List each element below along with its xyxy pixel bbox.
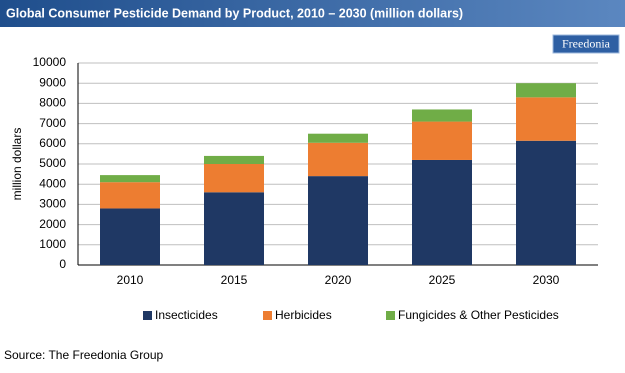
- y-tick-label: 7000: [39, 116, 66, 130]
- bar-segment: [412, 159, 472, 265]
- source: Source: The Freedonia Group: [4, 348, 164, 362]
- bar-segment: [204, 155, 264, 164]
- legend-swatch: [263, 311, 272, 320]
- y-tick-label: 5000: [39, 156, 66, 170]
- y-tick-label: 8000: [39, 96, 66, 110]
- x-tick-label: 2020: [325, 273, 352, 287]
- bar-segment: [100, 208, 160, 265]
- bar-segment: [204, 192, 264, 265]
- y-tick-label: 10000: [33, 55, 67, 69]
- legend-label: Herbicides: [275, 308, 332, 322]
- logo-box: [552, 34, 620, 54]
- bar-segment: [516, 97, 576, 141]
- x-tick-label: 2010: [117, 273, 144, 287]
- y-tick-label: 1000: [39, 237, 66, 251]
- legend-swatch: [386, 311, 395, 320]
- legend-swatch: [143, 311, 152, 320]
- legend-label: Insecticides: [155, 308, 218, 322]
- y-axis-label: million dollars: [10, 128, 24, 201]
- x-tick-label: 2025: [429, 273, 456, 287]
- logo: Freedonia: [562, 36, 611, 50]
- bar-segment: [516, 83, 576, 98]
- bar-segment: [412, 121, 472, 160]
- header-bar: [0, 0, 625, 27]
- y-tick-label: 4000: [39, 176, 66, 190]
- y-tick-label: 2000: [39, 217, 66, 231]
- y-tick-label: 3000: [39, 197, 66, 211]
- y-tick-label: 9000: [39, 75, 66, 89]
- bar-segment: [100, 182, 160, 209]
- y-tick-label: 0: [59, 257, 66, 271]
- x-tick-label: 2030: [533, 273, 560, 287]
- x-tick-label: 2015: [221, 273, 248, 287]
- bar-segment: [308, 142, 368, 177]
- bar-segment: [412, 109, 472, 122]
- bar-segment: [516, 140, 576, 265]
- bar-segment: [100, 175, 160, 183]
- y-tick-label: 6000: [39, 136, 66, 150]
- bar-segment: [204, 164, 264, 193]
- bar-segment: [308, 176, 368, 265]
- chart-title: Global Consumer Pesticide Demand by Prod…: [6, 6, 463, 20]
- bar-segment: [308, 133, 368, 143]
- legend-label: Fungicides & Other Pesticides: [398, 308, 559, 322]
